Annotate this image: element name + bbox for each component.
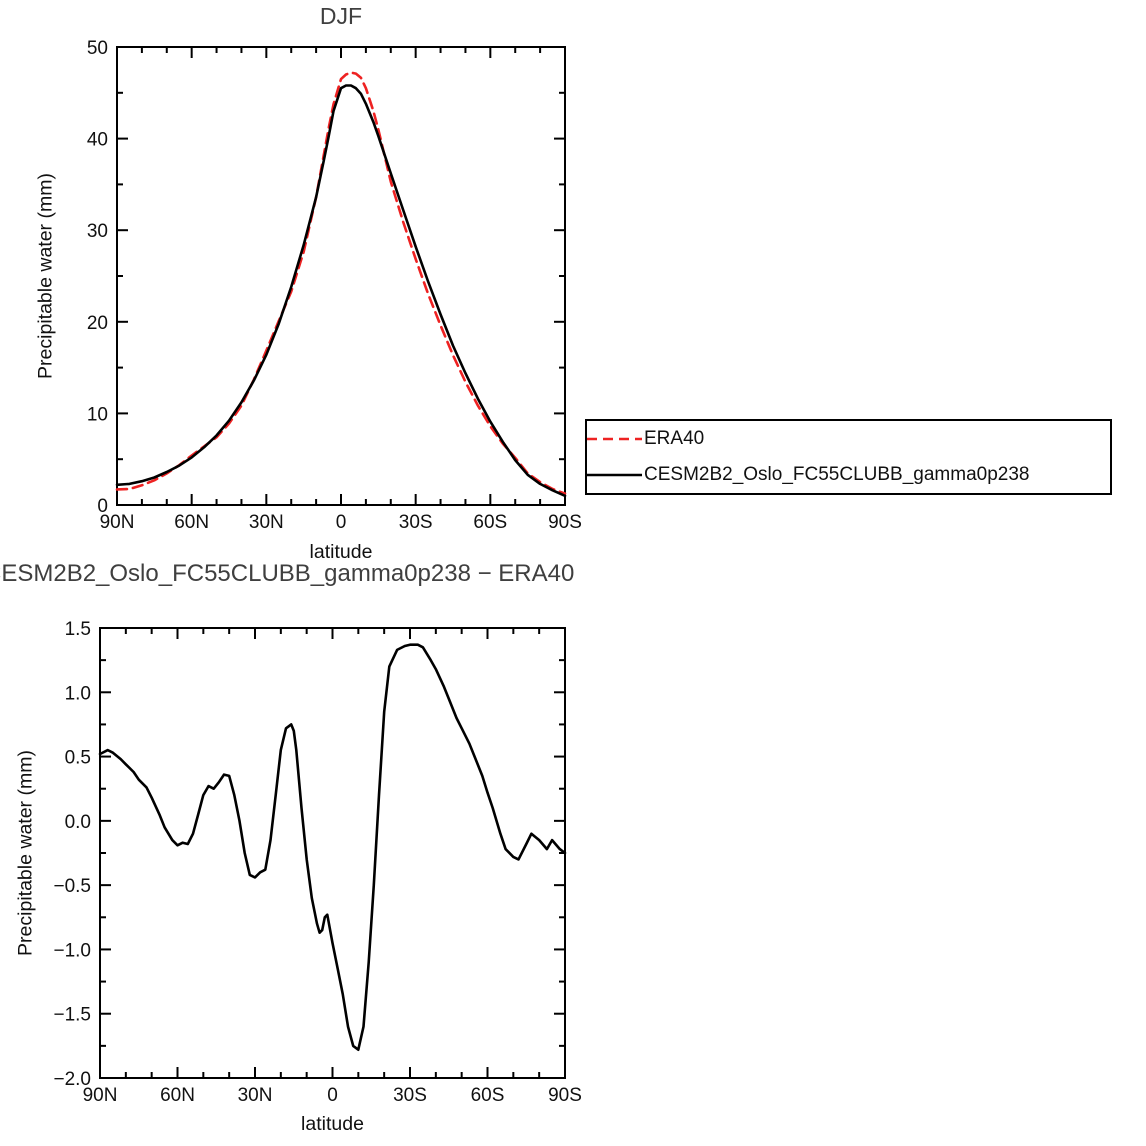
x-tick-label: 30N [249, 512, 284, 533]
y-tick-label: 40 [87, 130, 108, 151]
x-tick-label: 90N [100, 512, 135, 533]
legend-label-era40: ERA40 [644, 428, 705, 449]
y-tick-label: −2.0 [53, 1069, 91, 1090]
x-tick-label: 90N [83, 1085, 118, 1106]
y-tick-label: 1.5 [65, 619, 91, 640]
y-tick-label: 0 [97, 496, 108, 517]
x-tick-label: 30S [393, 1085, 427, 1106]
y-tick-label: 0.5 [65, 748, 91, 769]
bottom-chart-plot: 90N 60N 30N 0 30S 60S 90S −2.0 −1.5 −1.0 −0.5 0.0 0.… [53, 619, 582, 1106]
y-tick-label: −1.5 [53, 1005, 91, 1026]
x-tick-label: 30N [238, 1085, 273, 1106]
x-tick-label: 60S [473, 512, 507, 533]
legend-solid-line-icon [587, 473, 642, 477]
bottom-chart-title: CESM2B2_Oslo_FC55CLUBB_gamma0p238 − ERA4… [0, 560, 575, 587]
y-tick-label: 0.0 [65, 812, 91, 833]
y-tick-label: 30 [87, 221, 108, 242]
y-tick-label: 20 [87, 313, 108, 334]
legend-label-model: CESM2B2_Oslo_FC55CLUBB_gamma0p238 [644, 464, 1030, 485]
x-tick-label: 90S [548, 1085, 582, 1106]
x-tick-label: 60N [160, 1085, 195, 1106]
x-tick-label: 30S [399, 512, 433, 533]
legend-dashed-line-icon [587, 437, 642, 441]
series-line-difference [98, 643, 567, 1052]
x-tick-label: 0 [336, 512, 347, 533]
y-tick-label: 1.0 [65, 683, 91, 704]
y-tick-label: 50 [87, 38, 108, 59]
x-tick-label: 60N [174, 512, 209, 533]
top-chart-title: DJF [319, 3, 363, 29]
top-chart-plot: 90N 60N 30N 0 30S 60S 90S 0 10 20 30 40 50 [87, 38, 582, 533]
plot-frame [99, 627, 566, 1079]
x-tick-label: 90S [548, 512, 582, 533]
legend: ERA40 CESM2B2_Oslo_FC55CLUBB_gamma0p238 [585, 419, 1112, 495]
bottom-chart-xlabel: latitude [301, 1113, 364, 1135]
y-tick-label: 10 [87, 404, 108, 425]
series-line-CESM2B2_Oslo_FC55CLUBB_gamma0p238 [115, 84, 567, 498]
x-tick-label: 0 [327, 1085, 338, 1106]
top-chart-xlabel: latitude [309, 541, 373, 563]
x-tick-label: 60S [471, 1085, 505, 1106]
y-tick-label: −1.0 [53, 940, 91, 961]
legend-entry-model: CESM2B2_Oslo_FC55CLUBB_gamma0p238 [587, 457, 1110, 493]
series-line-ERA40 [115, 71, 567, 495]
y-tick-label: −0.5 [53, 876, 91, 897]
legend-entry-era40: ERA40 [587, 421, 1110, 457]
